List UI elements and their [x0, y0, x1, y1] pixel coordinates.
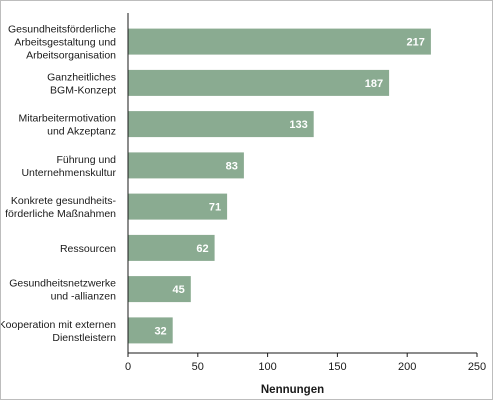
bar — [128, 193, 228, 220]
category-labels: Gesundheitsförderliche Arbeitsgestaltung … — [1, 24, 117, 344]
bar — [128, 317, 173, 344]
bar-value-label: 32 — [154, 325, 166, 337]
category-label: Mitarbeitermotivation und Akzeptanz — [19, 113, 117, 138]
x-axis: 0 50 100 150 200 250 — [125, 13, 486, 373]
category-label: Ganzheitliches BGM-Konzept — [47, 71, 116, 96]
x-tick-label: 150 — [328, 361, 346, 373]
bar — [128, 111, 314, 138]
x-tick-label: 100 — [258, 361, 276, 373]
x-tick-label: 200 — [398, 361, 416, 373]
bar-value-label: 133 — [289, 119, 307, 131]
bar-value-label: 62 — [196, 243, 208, 255]
bar — [128, 28, 431, 55]
x-tick-label: 250 — [468, 361, 486, 373]
x-tick-label: 50 — [192, 361, 204, 373]
bar-value-label: 71 — [209, 202, 221, 214]
bar-value-label: 45 — [173, 284, 185, 296]
bar — [128, 234, 215, 261]
category-label: Führung und Unternehmenskultur — [21, 154, 116, 179]
category-label: Konkrete gesundheits-förderliche Maßnahm… — [5, 195, 116, 220]
bars-layer: 217 187 133 83 71 62 45 32 — [128, 28, 431, 344]
bar-value-label: 187 — [365, 78, 383, 90]
x-axis-title: Nennungen — [261, 384, 324, 396]
bar — [128, 69, 390, 96]
category-label: Gesundheitsnetzwerke und -allianzen — [9, 278, 116, 303]
category-label: Kooperation mit externen Dienstleistern — [1, 319, 116, 344]
bar — [128, 152, 244, 179]
bar-value-label: 83 — [226, 160, 238, 172]
bar-value-label: 217 — [407, 37, 425, 49]
category-label: Ressourcen — [60, 243, 116, 255]
category-label: Gesundheitsförderliche Arbeitsgestaltung … — [8, 24, 116, 62]
bar — [128, 276, 191, 303]
x-tick-label: 0 — [125, 361, 131, 373]
